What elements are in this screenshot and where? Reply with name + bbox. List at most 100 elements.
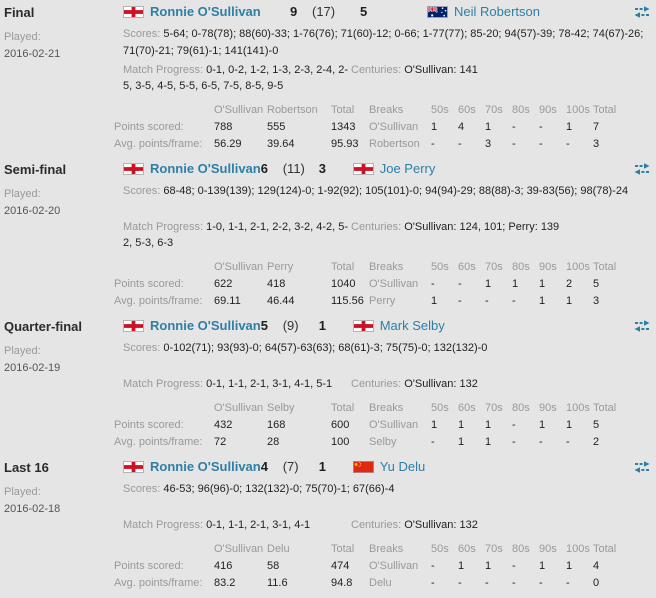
- player1-link[interactable]: Ronnie O'Sullivan: [150, 161, 261, 176]
- breaks-cell: 1: [431, 418, 438, 431]
- breaks-col: 100s: [566, 260, 590, 273]
- scores-values: 5-64; 0-78(78); 88(60)-33; 1-76(76); 71(…: [123, 28, 644, 57]
- centuries: Centuries: O'Sullivan: 132: [351, 517, 652, 533]
- breaks-cell: -: [512, 559, 516, 572]
- stat-value: 1343: [331, 120, 356, 133]
- centuries: Centuries: O'Sullivan: 124, 101; Perry: …: [351, 219, 652, 251]
- breaks-cell: 1: [458, 559, 465, 572]
- scores-line: Scores: 46-53; 96(96)-0; 132(132)-0; 75(…: [123, 481, 651, 515]
- head-to-head-icon[interactable]: [634, 5, 650, 18]
- breaks-col: 70s: [485, 401, 503, 414]
- head-to-head-icon[interactable]: [634, 319, 650, 332]
- breaks-cell: 1: [431, 120, 438, 133]
- head-to-head-icon[interactable]: [634, 460, 650, 473]
- breaks-cell: -: [512, 120, 516, 133]
- player1-link[interactable]: Ronnie O'Sullivan: [150, 459, 261, 474]
- england-flag-icon: [123, 162, 144, 175]
- points-header-row: O'Sullivan Perry Total: [114, 258, 369, 275]
- progress-row: Match Progress: 1-0, 1-1, 2-1, 2-2, 3-2,…: [123, 219, 652, 251]
- frames-total: (11): [282, 161, 305, 176]
- breaks-player: O'Sullivan: [369, 559, 419, 572]
- match-progress-values: 0-1, 0-2, 1-2, 1-3, 2-3, 2-4, 2-5, 3-5, …: [123, 64, 349, 92]
- breaks-cell: 5: [593, 418, 600, 431]
- match-progress: Match Progress: 1-0, 1-1, 2-1, 2-2, 3-2,…: [123, 219, 351, 251]
- breaks-col: Total: [593, 401, 617, 414]
- centuries-values: O'Sullivan: 132: [404, 378, 478, 390]
- breaks-cell: -: [431, 576, 435, 589]
- breaks-cell: 1: [431, 294, 438, 307]
- player2-link[interactable]: Joe Perry: [379, 161, 436, 176]
- breaks-cell: 1: [485, 418, 492, 431]
- points-scored-label: Points scored:: [114, 559, 184, 572]
- scores-line: Scores: 5-64; 0-78(78); 88(60)-33; 1-76(…: [123, 26, 651, 60]
- avg-points-row: Avg. points/frame: 69.11 46.44 115.56: [114, 292, 369, 309]
- breaks-cell: -: [539, 576, 543, 589]
- match-progress-label: Match Progress:: [123, 519, 204, 531]
- england-flag-icon: [352, 319, 374, 332]
- breaks-cell: -: [458, 294, 462, 307]
- match-date: 2016-02-19: [4, 362, 61, 374]
- breaks-player: O'Sullivan: [369, 418, 419, 431]
- breaks-header-row: Breaks 50s 60s 70s 80s 90s 100s Total: [369, 540, 629, 557]
- points-col-total: Total: [331, 542, 355, 555]
- points-scored-label: Points scored:: [114, 120, 184, 133]
- breaks-col: 90s: [539, 103, 557, 116]
- player2-link[interactable]: Neil Robertson: [454, 4, 540, 19]
- points-col-player2: Robertson: [267, 103, 318, 116]
- breaks-cell: -: [566, 435, 570, 448]
- england-flag-icon: [352, 162, 374, 175]
- points-scored-row: Points scored: 788 555 1343: [114, 118, 369, 135]
- played-label: Played:: [4, 486, 41, 498]
- stat-value: 555: [267, 120, 286, 133]
- match-details: Ronnie O'Sullivan 4 (7) 1 Yu Delu Scores…: [114, 458, 652, 591]
- avg-points-label: Avg. points/frame:: [114, 435, 203, 448]
- progress-row: Match Progress: 0-1, 0-2, 1-2, 1-3, 2-3,…: [123, 62, 652, 94]
- round-label: Quarter-final: [4, 319, 83, 334]
- stat-value: 11.6: [267, 576, 288, 589]
- stat-value: 1040: [331, 277, 356, 290]
- avg-points-label: Avg. points/frame:: [114, 576, 203, 589]
- breaks-table: Breaks 50s 60s 70s 80s 90s 100s Total O'…: [369, 540, 629, 591]
- breaks-cell: -: [566, 576, 570, 589]
- breaks-header-row: Breaks 50s 60s 70s 80s 90s 100s Total: [369, 101, 629, 118]
- progress-row: Match Progress: 0-1, 1-1, 2-1, 3-1, 4-1,…: [123, 376, 652, 392]
- centuries-values: O'Sullivan: 141: [404, 64, 478, 76]
- player2-score: 1: [318, 459, 326, 474]
- breaks-cell: 3: [593, 137, 600, 150]
- breaks-player: Robertson: [369, 137, 420, 150]
- scores-values: 68-48; 0-139(139); 129(124)-0; 1-92(92);…: [163, 185, 629, 197]
- points-scored-label: Points scored:: [114, 277, 184, 290]
- centuries-label: Centuries:: [351, 64, 402, 76]
- round-label: Final: [4, 5, 35, 20]
- scores-values: 0-102(71); 93(93)-0; 64(57)-63(63); 68(6…: [163, 342, 488, 354]
- breaks-col: 100s: [566, 542, 590, 555]
- frames-total: (7): [282, 459, 299, 474]
- player1-link[interactable]: Ronnie O'Sullivan: [150, 318, 261, 333]
- breaks-col: Total: [593, 103, 617, 116]
- match-progress-values: 0-1, 1-1, 2-1, 3-1, 4-1, 5-1: [206, 378, 333, 390]
- player2-link[interactable]: Mark Selby: [379, 318, 445, 333]
- stat-value: 69.11: [214, 294, 241, 307]
- breaks-row-player2: Perry 1 - - - 1 1 3: [369, 292, 629, 309]
- breaks-header-row: Breaks 50s 60s 70s 80s 90s 100s Total: [369, 258, 629, 275]
- centuries-values: O'Sullivan: 124, 101; Perry: 139: [404, 221, 560, 233]
- stat-value: 58: [267, 559, 280, 572]
- breaks-cell: -: [458, 137, 462, 150]
- breaks-cell: 1: [485, 277, 492, 290]
- player2-link[interactable]: Yu Delu: [379, 459, 426, 474]
- stat-value: 56.29: [214, 137, 242, 150]
- breaks-col: 100s: [566, 103, 590, 116]
- centuries: Centuries: O'Sullivan: 132: [351, 376, 652, 392]
- breaks-cell: -: [431, 137, 435, 150]
- match-header: Ronnie O'Sullivan 6 (11) 3 Joe Perry: [123, 160, 652, 177]
- points-scored-row: Points scored: 622 418 1040: [114, 275, 369, 292]
- breaks-cell: 7: [593, 120, 600, 133]
- match-date: 2016-02-18: [4, 503, 61, 515]
- head-to-head-icon[interactable]: [634, 162, 650, 175]
- match-date: 2016-02-21: [4, 48, 61, 60]
- breaks-cell: 4: [458, 120, 465, 133]
- points-scored-row: Points scored: 416 58 474: [114, 557, 369, 574]
- player1-link[interactable]: Ronnie O'Sullivan: [150, 4, 261, 19]
- match-progress-label: Match Progress:: [123, 221, 204, 233]
- breaks-row-player2: Selby - 1 1 - - - 2: [369, 433, 629, 450]
